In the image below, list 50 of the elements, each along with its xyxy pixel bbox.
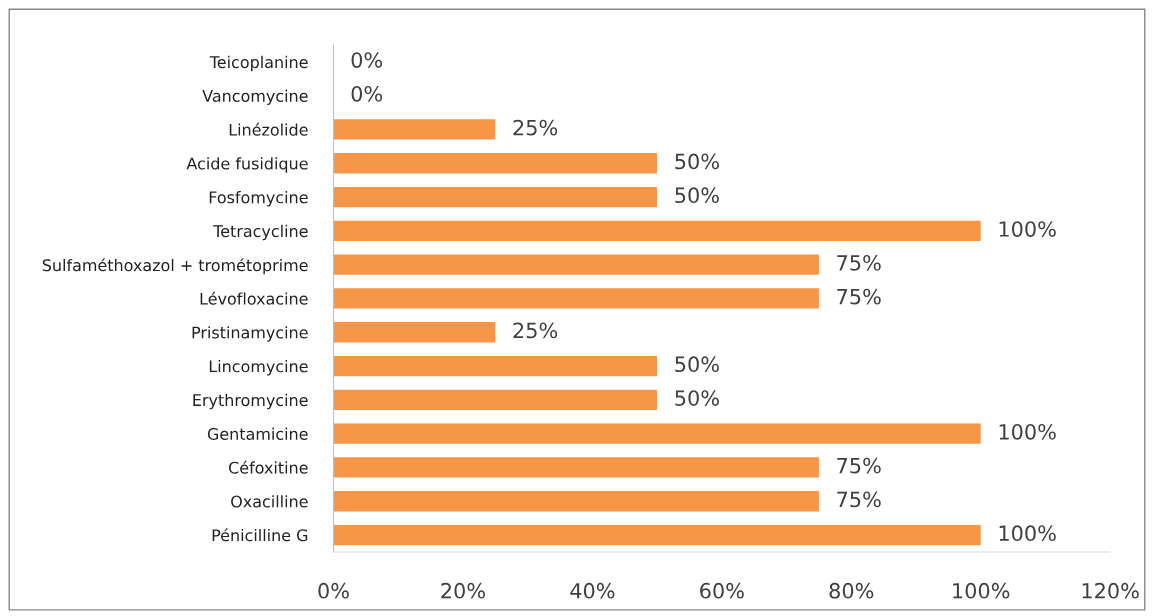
data-label: 0% [351,52,383,68]
bar [333,322,496,343]
bar [333,524,981,546]
y-tick-label: Vancomycine [202,89,308,106]
y-tick-label: Tetracycline [213,224,308,241]
data-label: 50% [675,153,719,170]
bar [333,355,658,377]
data-label: 25% [513,322,558,339]
data-label: 25% [513,119,558,136]
bar [333,186,658,208]
y-tick-label: Teicoplanine [209,55,308,72]
y-tick-label: Céfoxitine [228,460,308,474]
x-tick-label: 120% [1082,582,1139,599]
bar [333,119,496,140]
x-tick-label: 0% [318,582,349,599]
y-tick-label: Lévofloxacine [200,291,308,305]
y-tick-label: Linézolide [229,122,308,136]
bar [333,491,819,512]
x-tick-label: 60% [700,582,744,599]
bar [333,423,981,444]
data-label: 75% [837,457,881,474]
bar [333,457,819,478]
data-label: 100% [999,221,1056,237]
x-tick-label: 100% [953,582,1010,599]
bar [333,220,981,241]
y-tick-label: Fosfomycine [209,190,308,207]
data-label: 50% [675,390,719,406]
y-tick-label: Lincomycine [209,359,308,376]
data-label: 100% [999,525,1056,542]
data-label: 0% [351,85,383,102]
y-tick-label: Sulfaméthoxazol + trométoprime [42,258,308,275]
data-label: 100% [999,423,1056,440]
x-tick-label: 80% [829,582,874,599]
data-label: 50% [675,187,719,204]
y-tick-label: Oxacilline [231,495,308,508]
bar [333,153,658,174]
y-tick-label: Pristinamycine [192,326,308,342]
y-tick-label: Pénicilline G [212,528,308,542]
x-tick-label: 20% [441,582,485,599]
bar [333,288,819,309]
y-tick-label: Gentamicine [207,427,308,440]
bar [333,254,819,275]
bar [333,389,658,410]
data-label: 50% [675,356,719,373]
data-label: 75% [837,491,881,508]
x-tick-label: 40% [570,582,615,599]
y-tick-label: Erythromycine [193,393,308,410]
data-label: 75% [837,254,881,271]
data-label: 75% [837,288,881,305]
y-tick-label: Acide fusidique [186,157,308,173]
